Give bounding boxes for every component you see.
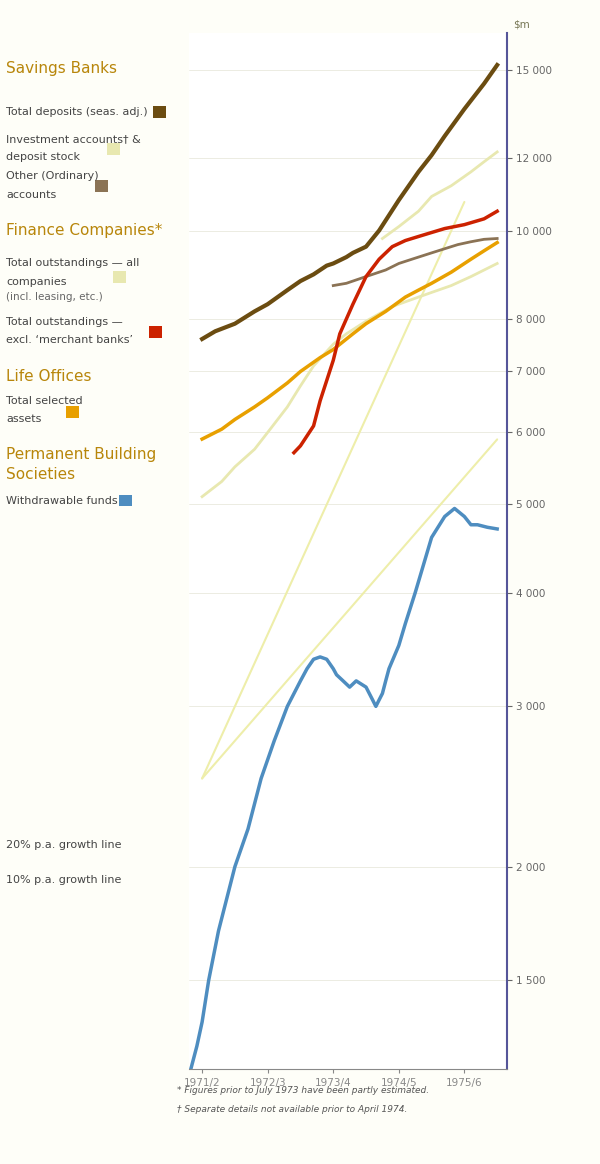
Text: 20% p.a. growth line: 20% p.a. growth line: [6, 840, 121, 851]
Text: deposit stock: deposit stock: [6, 152, 80, 163]
Text: * Figures prior to July 1973 have been partly estimated.: * Figures prior to July 1973 have been p…: [177, 1086, 429, 1095]
Text: assets: assets: [6, 414, 41, 425]
Text: Withdrawable funds: Withdrawable funds: [6, 496, 118, 506]
Text: Other (Ordinary): Other (Ordinary): [6, 171, 98, 182]
Text: Total selected: Total selected: [6, 396, 83, 406]
Text: Investment accounts† &: Investment accounts† &: [6, 134, 141, 144]
Text: companies: companies: [6, 277, 67, 288]
Text: Savings Banks: Savings Banks: [6, 61, 117, 76]
Text: 10% p.a. growth line: 10% p.a. growth line: [6, 875, 121, 886]
Text: excl. ‘merchant banks’: excl. ‘merchant banks’: [6, 335, 137, 346]
Text: Total deposits (seas. adj.): Total deposits (seas. adj.): [6, 107, 151, 118]
Text: Societies: Societies: [6, 467, 75, 482]
Text: accounts: accounts: [6, 190, 56, 200]
Text: (incl. leasing, etc.): (incl. leasing, etc.): [6, 292, 103, 303]
Text: Total outstandings — all: Total outstandings — all: [6, 258, 139, 269]
Text: $m: $m: [514, 20, 530, 29]
Text: Permanent Building: Permanent Building: [6, 447, 156, 462]
Text: † Separate details not available prior to April 1974.: † Separate details not available prior t…: [177, 1105, 407, 1114]
Text: Total outstandings —: Total outstandings —: [6, 317, 123, 327]
Text: Life Offices: Life Offices: [6, 369, 91, 384]
Text: Finance Companies*: Finance Companies*: [6, 223, 163, 239]
